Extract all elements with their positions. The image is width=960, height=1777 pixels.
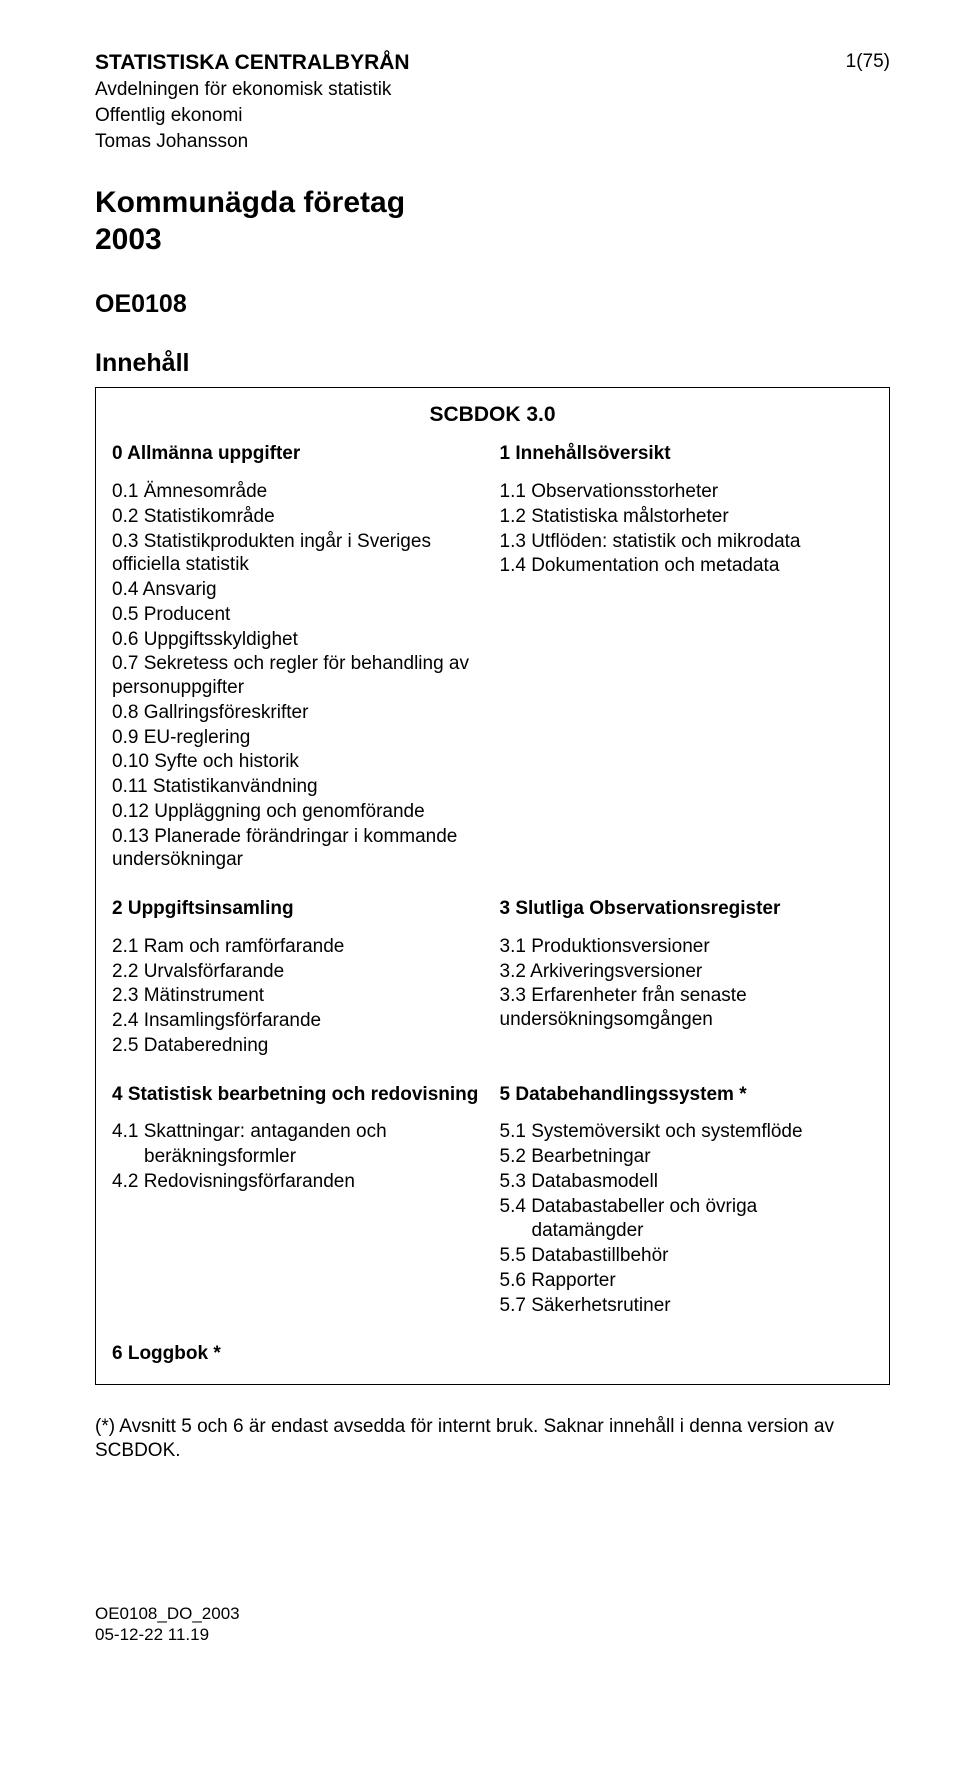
doc-year: 2003 — [95, 221, 890, 259]
list-item: 4.2 Redovisningsförfaranden — [112, 1170, 486, 1194]
footnote: (*) Avsnitt 5 och 6 är endast avsedda fö… — [95, 1415, 890, 1463]
doc-code: OE0108 — [95, 289, 890, 320]
list-item: 0.3 Statistikprodukten ingår i Sveriges … — [112, 530, 486, 578]
section-4: 4 Statistisk bearbetning och redovisning… — [112, 1083, 486, 1319]
list-item: 1.3 Utflöden: statistik och mikrodata — [500, 530, 874, 554]
list-item: 0.10 Syfte och historik — [112, 750, 486, 774]
section-3-head: 3 Slutliga Observationsregister — [500, 897, 874, 921]
list-item: 5.3 Databasmodell — [500, 1170, 874, 1194]
toc-heading: Innehåll — [95, 348, 890, 379]
list-item: 0.9 EU-reglering — [112, 726, 486, 750]
page-number: 1(75) — [846, 50, 890, 74]
content-box: SCBDOK 3.0 0 Allmänna uppgifter 0.1 Ämne… — [95, 387, 890, 1385]
list-item: 0.8 Gallringsföreskrifter — [112, 701, 486, 725]
section-3: 3 Slutliga Observationsregister 3.1 Prod… — [500, 897, 874, 1059]
section-2-head: 2 Uppgiftsinsamling — [112, 897, 486, 921]
list-item: 5.6 Rapporter — [500, 1269, 874, 1293]
section-5-head: 5 Databehandlingssystem * — [500, 1083, 874, 1107]
list-item: 5.1 Systemöversikt och systemflöde — [500, 1120, 874, 1144]
list-item: 2.4 Insamlingsförfarande — [112, 1009, 486, 1033]
list-item: 0.7 Sekretess och regler för behandling … — [112, 652, 486, 700]
org-unit: Offentlig ekonomi — [95, 104, 890, 128]
section-4-head: 4 Statistisk bearbetning och redovisning — [112, 1083, 486, 1107]
list-item: 0.13 Planerade förändringar i kommande u… — [112, 825, 486, 873]
list-item: 5.2 Bearbetningar — [500, 1145, 874, 1169]
list-item: 2.1 Ram och ramförfarande — [112, 935, 486, 959]
author-name: Tomas Johansson — [95, 130, 890, 154]
footer-timestamp: 05-12-22 11.19 — [95, 1624, 890, 1645]
list-item: 0.6 Uppgiftsskyldighet — [112, 628, 486, 652]
list-item: 5.7 Säkerhetsrutiner — [500, 1294, 874, 1318]
list-item: 2.3 Mätinstrument — [112, 984, 486, 1008]
footer-docid: OE0108_DO_2003 — [95, 1603, 890, 1624]
list-item: 0.5 Producent — [112, 603, 486, 627]
org-division: Avdelningen för ekonomisk statistik — [95, 78, 890, 102]
list-item: 3.2 Arkiveringsversioner — [500, 960, 874, 984]
list-item: 0.1 Ämnesområde — [112, 480, 486, 504]
list-item-cont: beräkningsformler — [144, 1145, 486, 1169]
section-1: 1 Innehållsöversikt 1.1 Observationsstor… — [500, 442, 874, 873]
list-item: 2.5 Databeredning — [112, 1034, 486, 1058]
toc-grid: 0 Allmänna uppgifter 0.1 Ämnesområde 0.2… — [112, 442, 873, 1366]
list-item: 1.4 Dokumentation och metadata — [500, 554, 874, 578]
list-item: 3.3 Erfarenheter från senaste undersökni… — [500, 984, 874, 1032]
org-name: STATISTISKA CENTRALBYRÅN — [95, 50, 890, 76]
section-2: 2 Uppgiftsinsamling 2.1 Ram och ramförfa… — [112, 897, 486, 1059]
list-item: 1.1 Observationsstorheter — [500, 480, 874, 504]
section-6-head: 6 Loggbok * — [112, 1342, 486, 1366]
list-item: 4.1 Skattningar: antaganden och — [112, 1120, 486, 1144]
section-5-list: 5.1 Systemöversikt och systemflöde 5.2 B… — [500, 1120, 874, 1317]
list-item: 2.2 Urvalsförfarande — [112, 960, 486, 984]
list-item: 0.2 Statistikområde — [112, 505, 486, 529]
list-item: 5.5 Databastillbehör — [500, 1244, 874, 1268]
section-1-head: 1 Innehållsöversikt — [500, 442, 874, 466]
list-item: 0.4 Ansvarig — [112, 578, 486, 602]
section-6: 6 Loggbok * — [112, 1342, 486, 1366]
section-0-head: 0 Allmänna uppgifter — [112, 442, 486, 466]
empty-cell — [500, 1342, 874, 1366]
section-0-list: 0.1 Ämnesområde 0.2 Statistikområde 0.3 … — [112, 480, 486, 872]
list-item-cont: datamängder — [532, 1219, 874, 1243]
page-footer: OE0108_DO_2003 05-12-22 11.19 — [95, 1603, 890, 1646]
list-item: 3.1 Produktionsversioner — [500, 935, 874, 959]
list-item: 0.11 Statistikanvändning — [112, 775, 486, 799]
section-0: 0 Allmänna uppgifter 0.1 Ämnesområde 0.2… — [112, 442, 486, 873]
list-item: 1.2 Statistiska målstorheter — [500, 505, 874, 529]
page-header: STATISTISKA CENTRALBYRÅN Avdelningen för… — [95, 50, 890, 154]
section-1-list: 1.1 Observationsstorheter 1.2 Statistisk… — [500, 480, 874, 578]
scbdok-label: SCBDOK 3.0 — [112, 402, 873, 428]
section-4-list: 4.1 Skattningar: antaganden och beräknin… — [112, 1120, 486, 1193]
list-item: 0.12 Uppläggning och genomförande — [112, 800, 486, 824]
section-5: 5 Databehandlingssystem * 5.1 Systemöver… — [500, 1083, 874, 1319]
doc-title: Kommunägda företag — [95, 184, 890, 222]
list-item: 5.4 Databastabeller och övriga — [500, 1195, 874, 1219]
section-3-list: 3.1 Produktionsversioner 3.2 Arkiverings… — [500, 935, 874, 1032]
section-2-list: 2.1 Ram och ramförfarande 2.2 Urvalsförf… — [112, 935, 486, 1058]
